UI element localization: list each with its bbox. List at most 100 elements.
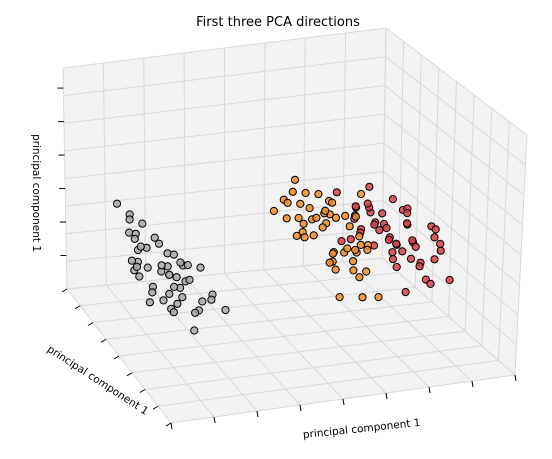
data-point-series-2 [430, 233, 439, 242]
data-point-series-2 [363, 199, 372, 208]
axis-grid [62, 27, 528, 424]
data-point-series-1 [341, 211, 350, 220]
tick-mark [139, 389, 146, 393]
data-point-series-0 [125, 228, 134, 237]
grid-line [92, 286, 416, 323]
data-point-series-2 [370, 220, 379, 229]
data-point-series-1 [290, 175, 300, 184]
data-point-series-2 [388, 255, 398, 264]
data-point-series-0 [190, 326, 199, 335]
grid-line [381, 27, 387, 259]
data-point-series-1 [300, 233, 309, 242]
grid-line [384, 85, 525, 196]
data-point-series-2 [346, 235, 355, 244]
data-point-series-1 [349, 266, 358, 275]
grid-line [342, 261, 473, 382]
grid-line [385, 27, 528, 136]
data-point-series-2 [401, 288, 410, 297]
tick-mark [299, 404, 302, 412]
chart-title: First three PCA directions [196, 15, 360, 30]
data-point-series-1 [296, 199, 305, 208]
tick-mark [428, 386, 431, 394]
data-point-series-1 [374, 293, 383, 302]
data-point-series-0 [112, 199, 122, 208]
tick-mark [100, 338, 107, 343]
data-point-series-0 [191, 308, 200, 317]
data-point-series-0 [125, 215, 134, 224]
data-point-series-1 [363, 245, 372, 254]
data-point-series-1 [312, 213, 321, 222]
data-point-series-1 [343, 244, 352, 253]
data-point-series-1 [288, 187, 297, 196]
data-point-series-1 [355, 232, 364, 241]
grid-line [64, 113, 385, 152]
z-axis-label: principal component 1 [30, 134, 42, 252]
grid-line [481, 108, 493, 346]
data-point-series-0 [135, 272, 144, 281]
data-point-series-1 [328, 198, 337, 207]
grid-line [105, 301, 432, 340]
data-point-series-1 [299, 219, 308, 228]
data-point-series-0 [172, 273, 181, 282]
grid-line [383, 142, 522, 256]
tick-mark [342, 398, 345, 406]
data-point-series-1 [305, 204, 314, 213]
grid-line [497, 121, 510, 361]
x-axis-label: principal component 1 [302, 417, 421, 441]
data-point-series-1 [351, 212, 360, 221]
data-point-series-1 [294, 213, 303, 223]
data-point-series-1 [318, 223, 327, 232]
tick-mark [385, 392, 388, 400]
data-points [112, 175, 454, 335]
data-point-series-2 [382, 223, 391, 233]
data-point-series-1 [355, 273, 364, 282]
data-point-series-0 [136, 242, 145, 251]
data-point-series-2 [403, 209, 412, 218]
grid-line [63, 56, 386, 97]
data-point-series-2 [398, 247, 407, 256]
data-point-series-1 [301, 188, 310, 198]
tick-mark [87, 322, 94, 326]
data-point-series-1 [331, 265, 340, 274]
data-point-series-1 [328, 249, 337, 258]
data-point-series-1 [309, 231, 318, 240]
data-point-series-0 [148, 288, 157, 297]
data-point-series-1 [325, 258, 334, 267]
data-point-series-0 [150, 233, 159, 242]
data-point-series-2 [431, 225, 440, 234]
data-point-series-0 [221, 305, 230, 315]
data-point-series-1 [331, 213, 341, 222]
data-point-series-2 [426, 279, 435, 288]
data-point-series-0 [173, 299, 182, 308]
tick-mark [61, 288, 68, 293]
data-point-series-2 [388, 195, 397, 204]
data-point-series-0 [165, 270, 174, 279]
tick-mark [165, 422, 172, 427]
data-point-series-2 [436, 239, 445, 248]
tick-mark [152, 405, 159, 410]
data-point-series-0 [207, 295, 216, 304]
data-point-series-1 [321, 206, 330, 215]
data-point-series-0 [196, 263, 205, 272]
grid-line [514, 134, 528, 376]
data-point-series-0 [198, 297, 207, 306]
data-point-series-2 [384, 235, 393, 244]
data-point-series-2 [430, 255, 439, 264]
data-point-series-0 [138, 219, 147, 228]
data-point-series-2 [402, 219, 412, 228]
grid-line [79, 272, 399, 307]
data-point-series-0 [176, 258, 185, 267]
data-point-series-0 [169, 308, 178, 317]
data-point-series-2 [415, 262, 424, 271]
grid-line [63, 85, 386, 124]
data-point-series-2 [392, 262, 401, 272]
data-point-series-2 [365, 182, 374, 191]
data-point-series-0 [143, 263, 152, 272]
data-point-series-0 [178, 293, 187, 302]
data-point-series-0 [127, 256, 136, 265]
data-point-series-1 [362, 267, 371, 276]
tick-mark [74, 305, 81, 310]
tick-mark [113, 355, 120, 360]
data-point-series-2 [392, 239, 401, 248]
